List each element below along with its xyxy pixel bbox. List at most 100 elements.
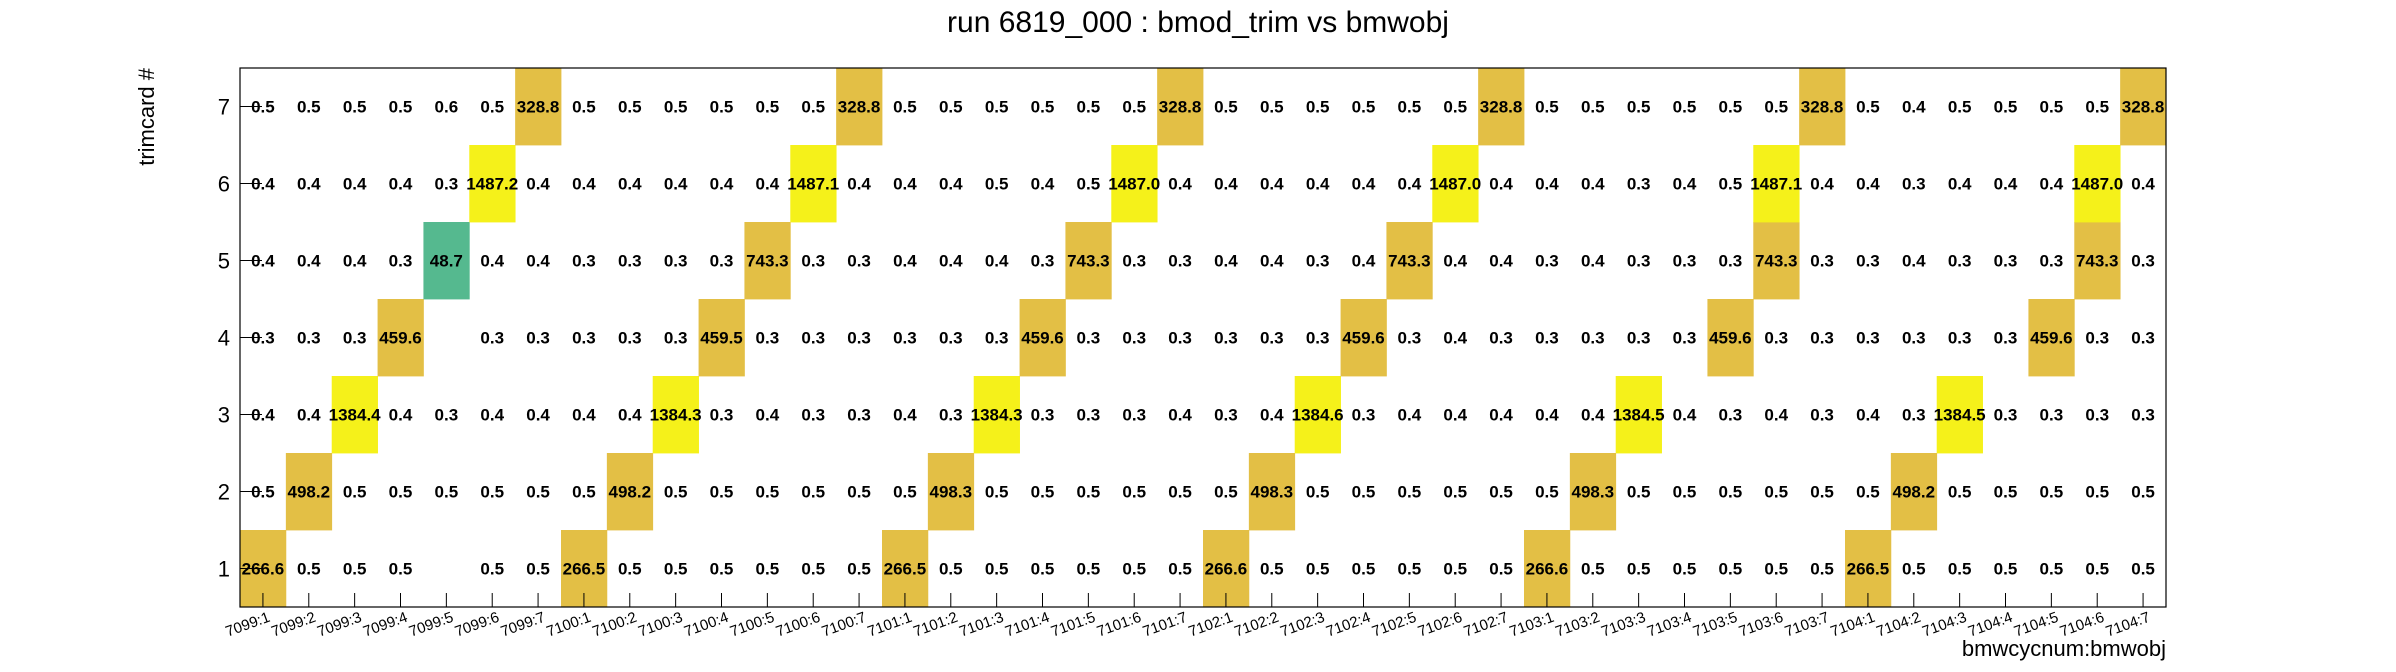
cell-value-label: 0.5	[1764, 483, 1788, 502]
cell-value-label: 459.6	[1342, 329, 1385, 348]
cell-value-label: 0.5	[1856, 98, 1880, 117]
heatmap-cell	[2028, 299, 2075, 377]
cell-value-label: 0.5	[618, 98, 642, 117]
x-tick-label: 7101:7	[1141, 609, 1190, 641]
x-tick-label: 7102:5	[1370, 609, 1419, 641]
cell-value-label: 266.6	[1526, 560, 1569, 579]
x-tick-label: 7101:2	[911, 609, 960, 641]
cell-value-label: 1384.3	[650, 406, 702, 425]
cell-value-label: 0.3	[251, 329, 275, 348]
cell-value-label: 0.4	[1581, 175, 1605, 194]
x-tick-label: 7103:1	[1507, 609, 1556, 641]
cell-value-label: 0.5	[1443, 98, 1467, 117]
cell-value-label: 0.5	[664, 560, 688, 579]
cell-value-label: 1487.1	[1750, 175, 1802, 194]
cell-value-label: 459.5	[700, 329, 743, 348]
heatmap-cell	[698, 299, 745, 377]
cell-value-label: 0.4	[1673, 175, 1697, 194]
cell-value-label: 0.3	[1260, 329, 1284, 348]
cell-value-label: 266.5	[1847, 560, 1890, 579]
cell-value-label: 0.3	[1810, 329, 1834, 348]
x-tick-label: 7099:5	[407, 609, 456, 641]
cell-value-label: 0.4	[1994, 175, 2018, 194]
cell-value-label: 0.5	[1031, 98, 1055, 117]
cell-value-label: 0.3	[2131, 329, 2155, 348]
cell-value-label: 0.5	[435, 483, 459, 502]
x-tick-label: 7102:4	[1324, 609, 1373, 641]
cell-value-label: 0.4	[1856, 406, 1880, 425]
cell-value-label: 0.3	[1031, 252, 1055, 271]
cell-value-label: 0.3	[618, 252, 642, 271]
heatmap-cell	[836, 68, 883, 146]
cell-value-label: 0.5	[1719, 98, 1743, 117]
cell-value-label: 0.4	[939, 252, 963, 271]
cell-value-label: 0.5	[756, 98, 780, 117]
cell-value-label: 0.5	[1260, 560, 1284, 579]
cell-value-label: 0.4	[1168, 406, 1192, 425]
cell-value-label: 0.5	[1168, 483, 1192, 502]
cell-value-label: 0.3	[1673, 329, 1697, 348]
cell-value-label: 0.4	[343, 175, 367, 194]
cell-value-label: 0.5	[801, 98, 825, 117]
cell-value-label: 0.5	[1581, 98, 1605, 117]
x-tick-label: 7103:2	[1553, 609, 1602, 641]
cell-value-label: 0.5	[1764, 98, 1788, 117]
cell-value-label: 328.8	[2122, 98, 2165, 117]
cell-value-label: 0.3	[1168, 252, 1192, 271]
cell-value-label: 743.3	[746, 252, 789, 271]
heatmap-cell	[1019, 299, 1066, 377]
cell-value-label: 0.4	[756, 406, 780, 425]
cell-value-label: 0.4	[1489, 252, 1513, 271]
cell-value-label: 0.5	[2040, 560, 2064, 579]
x-tick-label: 7104:2	[1874, 609, 1923, 641]
cell-value-label: 0.4	[1352, 175, 1376, 194]
cell-value-label: 0.4	[2131, 175, 2155, 194]
heatmap-cell	[1615, 376, 1662, 454]
heatmap-cell	[2074, 222, 2121, 300]
cell-value-label: 0.3	[1948, 252, 1972, 271]
cell-value-label: 0.4	[1810, 175, 1834, 194]
cell-value-label: 0.4	[297, 252, 321, 271]
cell-value-label: 0.5	[343, 560, 367, 579]
cell-value-label: 0.5	[2085, 560, 2109, 579]
cell-value-label: 0.5	[1948, 98, 1972, 117]
cell-value-label: 498.3	[1572, 483, 1615, 502]
y-tick-label: 6	[218, 172, 230, 197]
cell-value-label: 0.3	[1856, 252, 1880, 271]
cell-value-label: 0.3	[1214, 406, 1238, 425]
heatmap-cell	[790, 145, 837, 223]
cell-value-label: 0.4	[1902, 252, 1926, 271]
cell-value-label: 0.5	[526, 560, 550, 579]
cell-value-label: 0.3	[847, 406, 871, 425]
cell-value-label: 0.4	[251, 175, 275, 194]
cell-value-label: 0.4	[1443, 252, 1467, 271]
cell-value-label: 0.5	[1031, 560, 1055, 579]
cell-value-label: 0.3	[1031, 406, 1055, 425]
x-tick-label: 7101:3	[957, 609, 1006, 641]
cell-value-label: 0.3	[664, 252, 688, 271]
heatmap-cell	[1294, 376, 1341, 454]
cell-value-label: 328.8	[517, 98, 560, 117]
cell-value-label: 0.3	[2040, 406, 2064, 425]
cell-value-label: 0.4	[1398, 175, 1422, 194]
cell-value-label: 0.3	[1856, 329, 1880, 348]
cell-value-label: 0.5	[1627, 560, 1651, 579]
x-tick-label: 7103:3	[1599, 609, 1648, 641]
cell-value-label: 0.3	[1214, 329, 1238, 348]
cell-value-label: 0.5	[1077, 175, 1101, 194]
cell-value-label: 0.5	[1627, 483, 1651, 502]
cell-value-label: 0.3	[1719, 252, 1743, 271]
cell-value-label: 0.4	[572, 175, 596, 194]
cell-value-label: 459.6	[1021, 329, 1064, 348]
cell-value-label: 0.3	[1077, 406, 1101, 425]
x-tick-label: 7099:2	[269, 609, 318, 641]
cell-value-label: 0.3	[618, 329, 642, 348]
cell-value-label: 0.4	[480, 406, 504, 425]
cell-value-label: 0.5	[251, 483, 275, 502]
cell-value-label: 0.5	[664, 98, 688, 117]
cell-value-label: 1384.3	[971, 406, 1023, 425]
cell-value-label: 0.4	[1352, 252, 1376, 271]
heatmap-cell	[1248, 453, 1296, 531]
cell-value-label: 0.5	[2131, 560, 2155, 579]
cell-value-label: 0.3	[710, 406, 734, 425]
